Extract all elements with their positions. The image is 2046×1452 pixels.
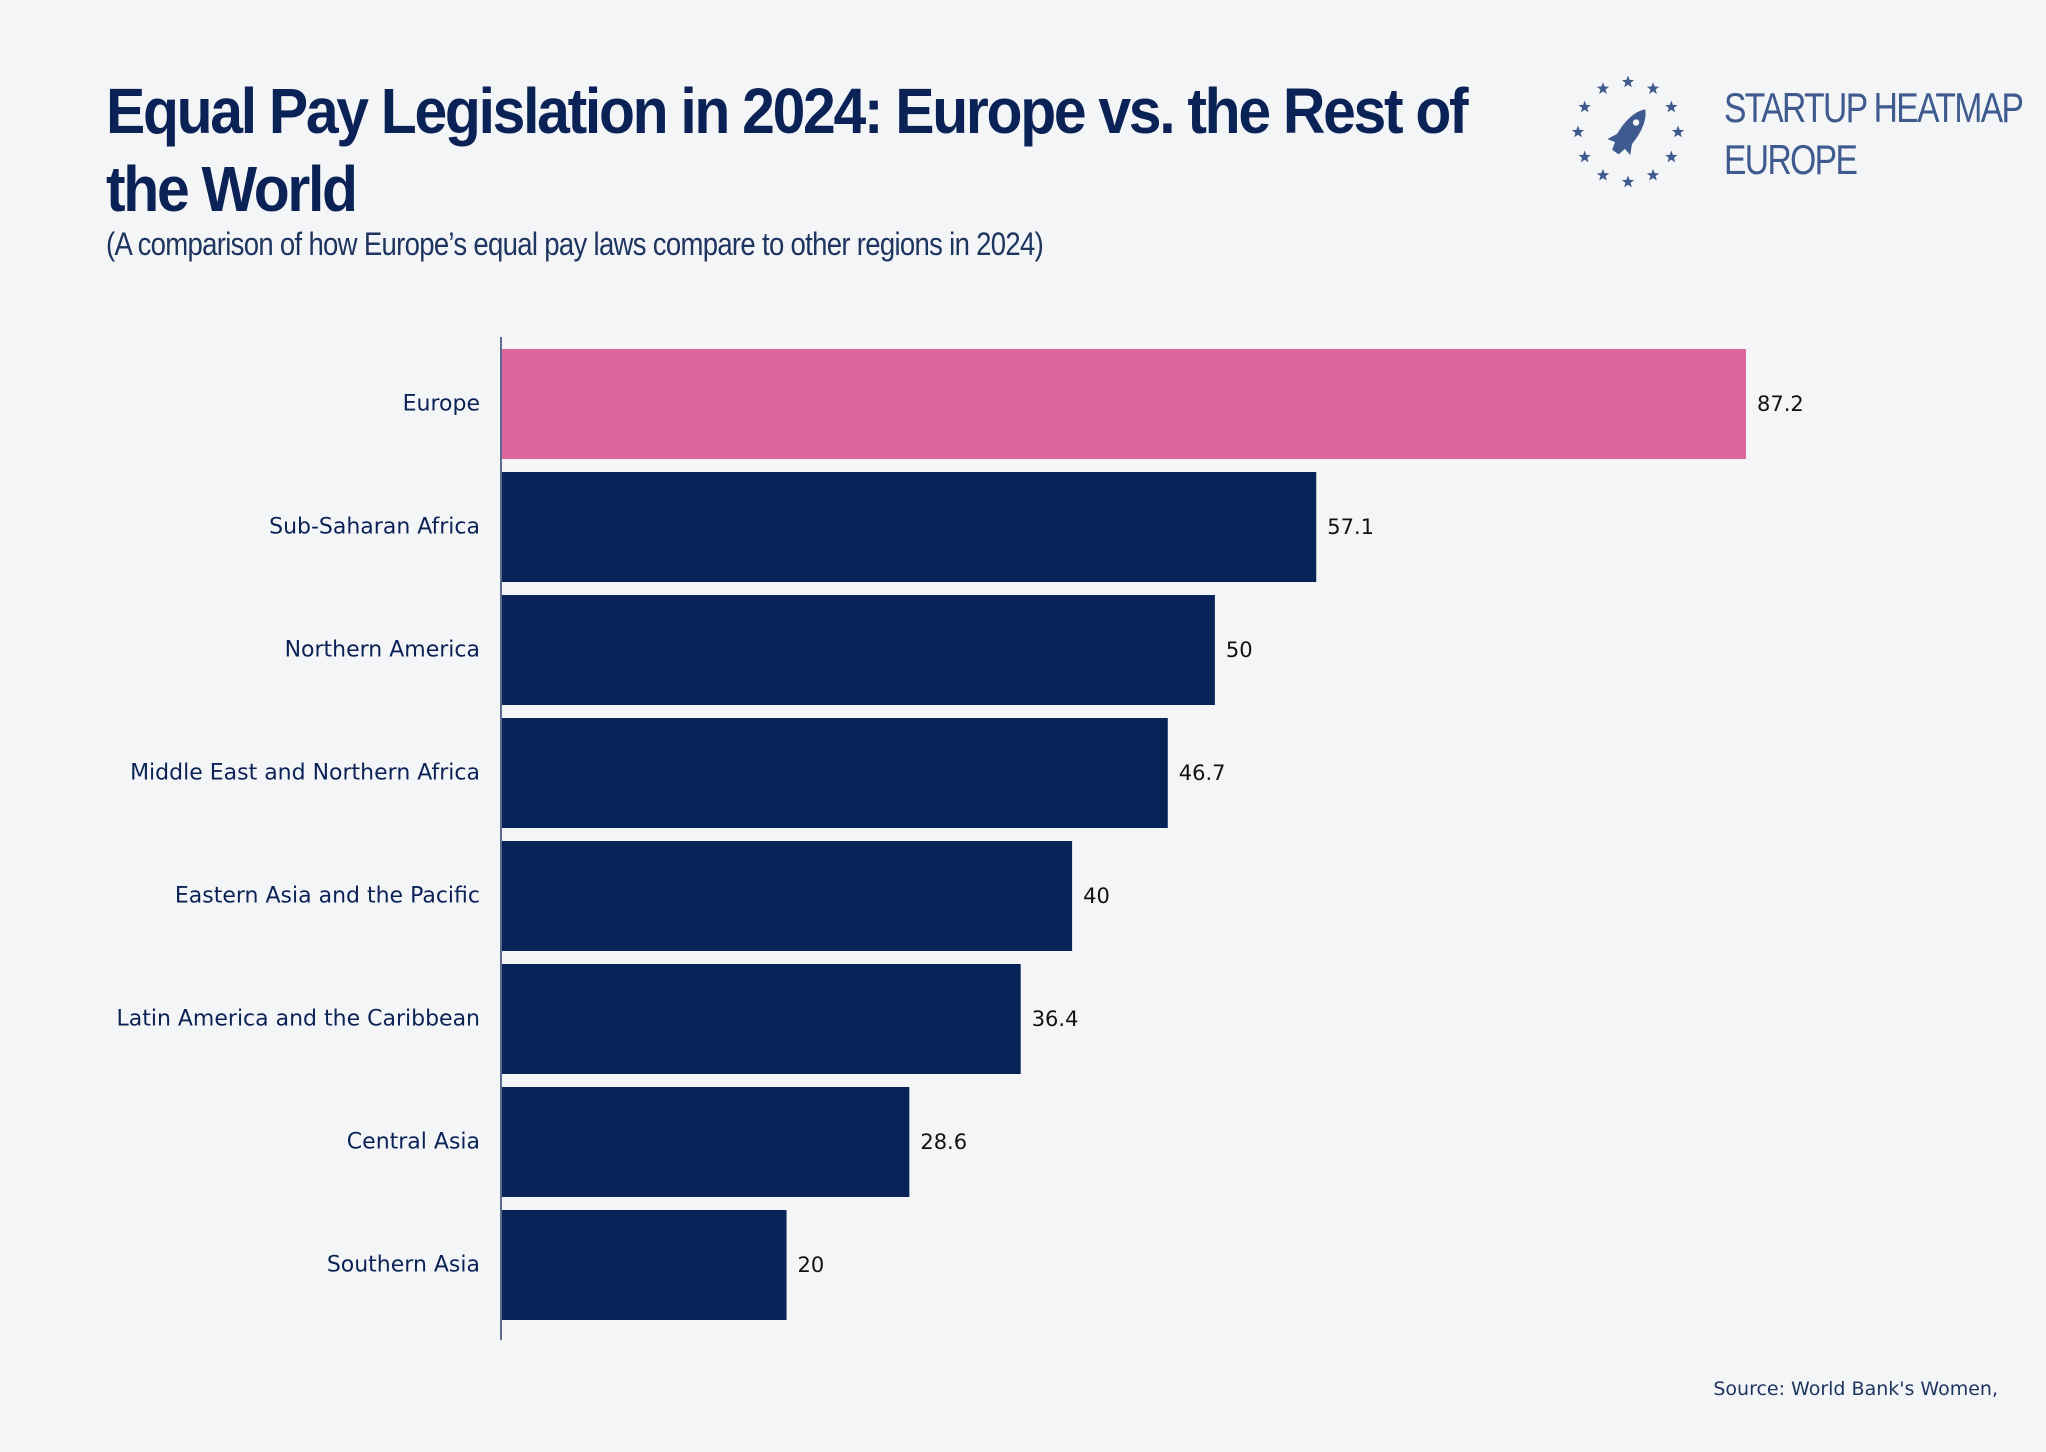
category-label: Latin America and the Caribbean bbox=[116, 1007, 480, 1032]
logo-star-icon bbox=[1578, 150, 1591, 163]
logo-star-icon bbox=[1578, 100, 1591, 113]
logo-star-icon bbox=[1646, 82, 1660, 94]
value-label: 36.4 bbox=[1032, 1007, 1079, 1031]
category-label: Europe bbox=[403, 392, 480, 417]
rocket-in-star-circle-icon bbox=[1571, 75, 1685, 188]
bar-europe bbox=[501, 349, 1746, 459]
chart-subtitle: (A comparison of how Europe’s equal pay … bbox=[106, 226, 1044, 262]
value-label: 20 bbox=[798, 1253, 825, 1277]
logo-star-icon bbox=[1596, 82, 1610, 94]
value-label: 57.1 bbox=[1327, 515, 1374, 539]
value-label: 40 bbox=[1083, 884, 1110, 908]
category-label: Eastern Asia and the Pacific bbox=[175, 884, 480, 909]
bar-eastern-asia-and-the-pacific bbox=[501, 841, 1073, 951]
logo-star-icon bbox=[1621, 75, 1635, 88]
logo-star-icon bbox=[1671, 125, 1685, 138]
value-label: 28.6 bbox=[920, 1130, 967, 1154]
brand-name: STARTUP HEATMAP EUROPE bbox=[1724, 82, 2024, 186]
brand-logo: STARTUP HEATMAP EUROPE bbox=[1568, 72, 2024, 192]
logo-star-icon bbox=[1665, 150, 1678, 163]
category-label: Sub-Saharan Africa bbox=[269, 515, 480, 540]
bar-middle-east-and-northern-africa bbox=[501, 718, 1168, 828]
bar-latin-america-and-the-caribbean bbox=[501, 964, 1021, 1074]
logo-star-icon bbox=[1665, 100, 1678, 113]
logo-star-icon bbox=[1596, 168, 1610, 181]
value-label: 46.7 bbox=[1179, 761, 1226, 785]
logo-star-icon bbox=[1646, 168, 1660, 181]
category-label: Southern Asia bbox=[327, 1253, 480, 1278]
bar-central-asia bbox=[501, 1087, 910, 1197]
bar-northern-america bbox=[501, 595, 1215, 705]
logo-star-icon bbox=[1571, 125, 1585, 138]
source-note: Source: World Bank's Women, bbox=[1713, 1378, 1998, 1400]
value-label: 87.2 bbox=[1757, 392, 1804, 416]
category-label: Central Asia bbox=[347, 1130, 480, 1155]
bar-southern-asia bbox=[501, 1210, 787, 1320]
value-label: 50 bbox=[1226, 638, 1253, 662]
category-label: Middle East and Northern Africa bbox=[130, 761, 480, 786]
brand-name-line2: EUROPE bbox=[1724, 136, 1858, 183]
brand-name-line1: STARTUP HEATMAP bbox=[1724, 84, 2024, 131]
chart-title: Equal Pay Legislation in 2024: Europe vs… bbox=[106, 75, 1469, 225]
bar-sub-saharan-africa bbox=[501, 472, 1317, 582]
logo-star-icon bbox=[1621, 175, 1635, 188]
category-label: Northern America bbox=[285, 638, 480, 663]
